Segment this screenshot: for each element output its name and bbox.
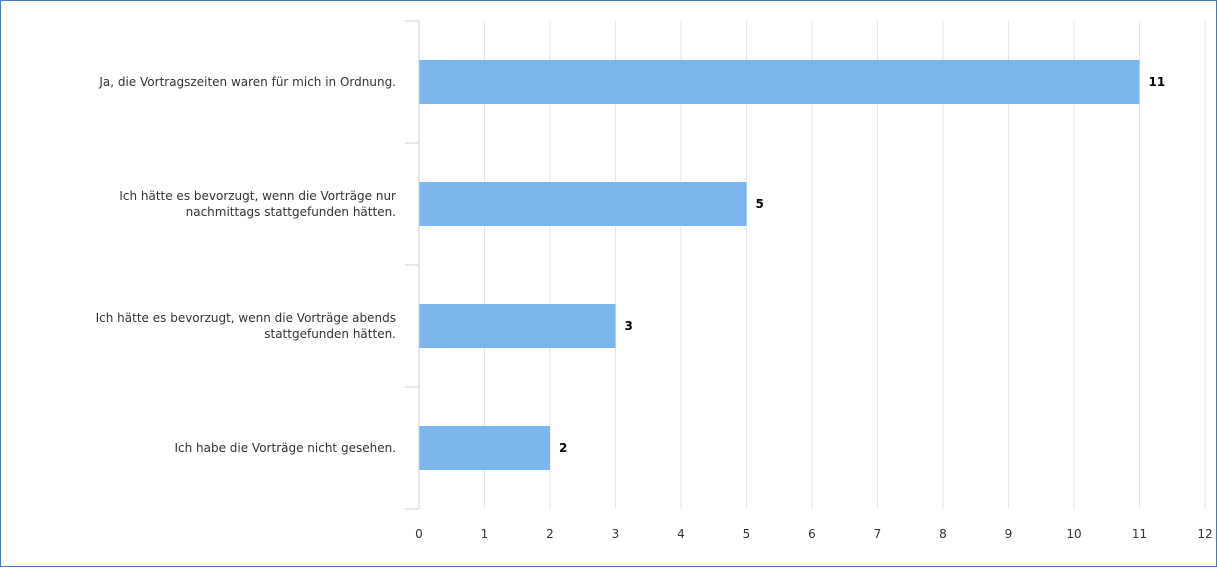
x-tick-label-1: 1 <box>481 527 489 541</box>
x-tick-label-4: 4 <box>677 527 685 541</box>
data-label-3: 3 <box>625 319 633 333</box>
category-axis <box>405 20 420 510</box>
category-label-3-line-1: Ich hätte es bevorzugt, wenn die Vorträg… <box>96 311 396 325</box>
data-label-1: 11 <box>1149 75 1166 89</box>
category-label-4-line-1: Ich habe die Vorträge nicht gesehen. <box>174 441 396 455</box>
x-tick-label-8: 8 <box>939 527 947 541</box>
category-label-2-line-1: Ich hätte es bevorzugt, wenn die Vorträg… <box>119 189 396 203</box>
x-tick-label-10: 10 <box>1066 527 1081 541</box>
category-label-3-line-2: stattgefunden hätten. <box>264 327 396 341</box>
x-tick-label-9: 9 <box>1005 527 1013 541</box>
category-label-1-line-1: Ja, die Vortragszeiten waren für mich in… <box>98 75 396 89</box>
x-tick-label-12: 12 <box>1197 527 1212 541</box>
bar-4 <box>419 426 550 470</box>
x-tick-label-2: 2 <box>546 527 554 541</box>
data-labels: 11 5 3 2 <box>559 75 1165 455</box>
x-tick-label-3: 3 <box>612 527 620 541</box>
bar-2 <box>419 182 747 226</box>
data-label-4: 2 <box>559 441 567 455</box>
data-label-2: 5 <box>756 197 764 211</box>
bar-3 <box>419 304 616 348</box>
bar-1 <box>419 60 1140 104</box>
x-tick-label-7: 7 <box>874 527 882 541</box>
category-label-2-line-2: nachmittags stattgefunden hätten. <box>186 205 396 219</box>
value-axis-ticks: 0 1 2 3 4 5 6 7 8 9 10 11 12 <box>415 527 1212 541</box>
x-tick-label-0: 0 <box>415 527 423 541</box>
bars <box>419 60 1140 470</box>
x-tick-label-5: 5 <box>743 527 751 541</box>
x-tick-label-6: 6 <box>808 527 816 541</box>
category-labels: Ja, die Vortragszeiten waren für mich in… <box>96 75 396 455</box>
x-tick-label-11: 11 <box>1132 527 1147 541</box>
